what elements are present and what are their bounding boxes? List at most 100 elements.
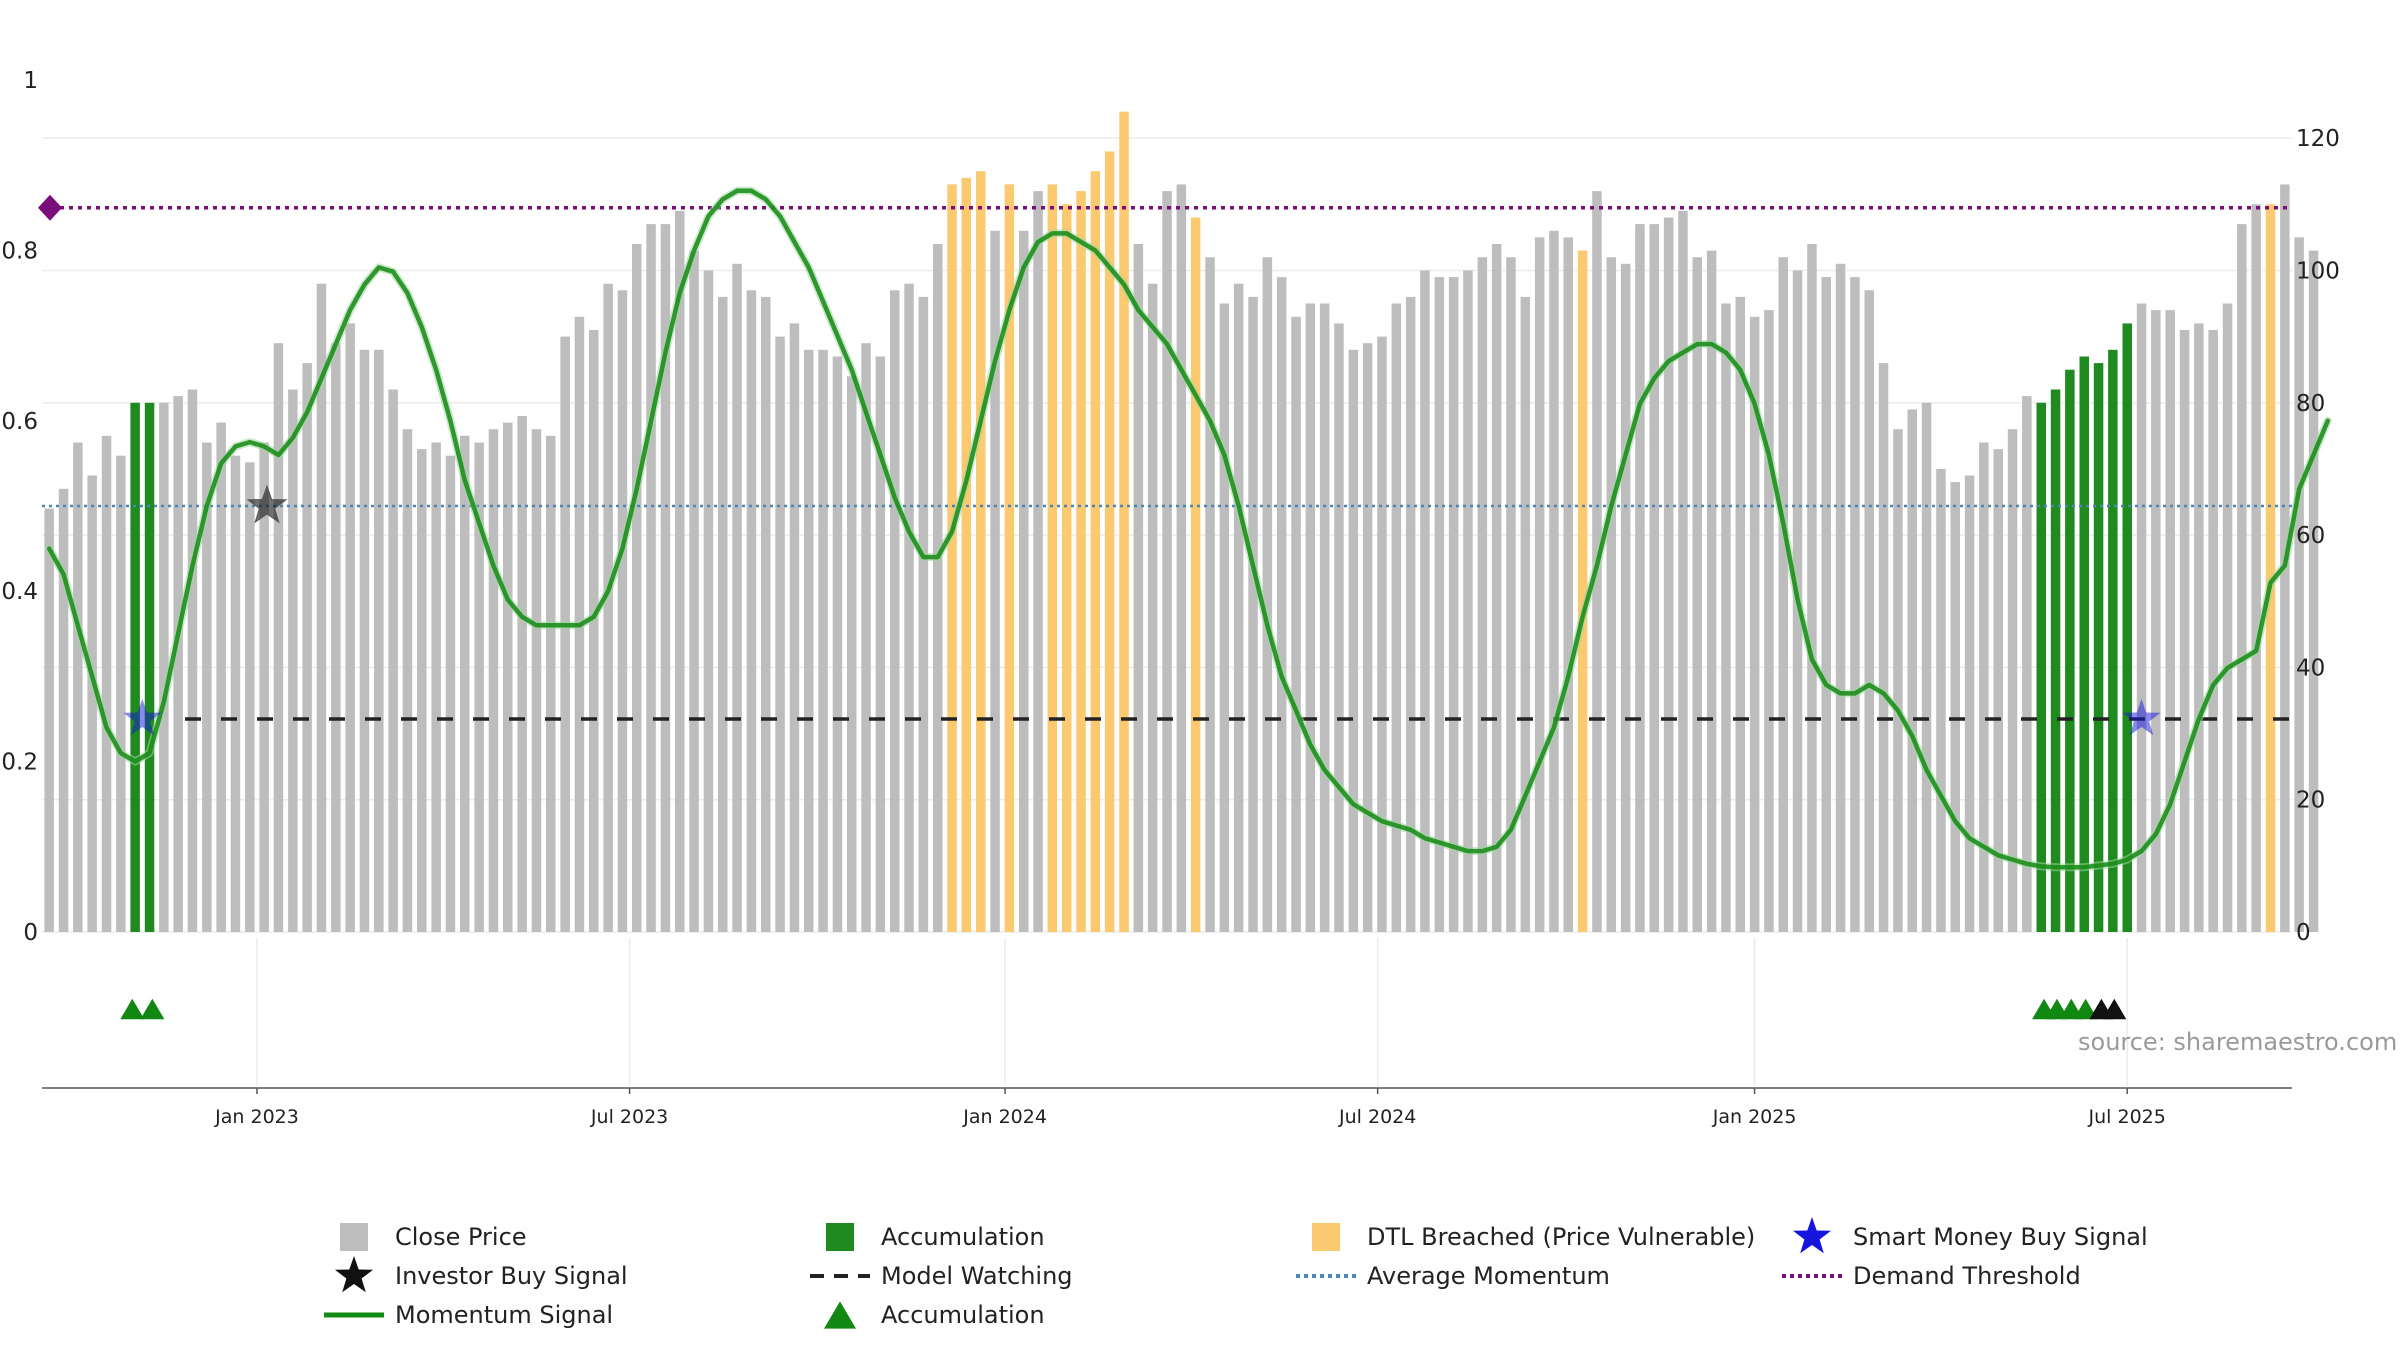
close-price-bar [331, 343, 341, 932]
close-price-bar [1506, 257, 1516, 932]
x-axis-tick-label: Jan 2024 [962, 1106, 1047, 1128]
close-price-bar [1663, 217, 1674, 932]
close-price-bar [1749, 316, 1760, 932]
close-price-bar [531, 429, 542, 932]
close-price-bar [2151, 310, 2161, 933]
close-price-bar [1764, 310, 1774, 933]
close-price-bar [1706, 250, 1717, 933]
close-price-bar [58, 488, 69, 932]
legend-label: Average Momentum [1367, 1262, 1610, 1290]
dtl-breached-bar [1047, 184, 1058, 932]
close-price-bar [918, 296, 929, 932]
close-price-bar [1606, 257, 1616, 932]
close-price-bar [832, 356, 843, 932]
right-axis-tick-label: 60 [2296, 523, 2325, 549]
close-price-bar [1477, 257, 1488, 932]
accumulation-bar [2065, 369, 2075, 932]
close-price-bar [875, 356, 886, 932]
close-price-bar [488, 429, 499, 932]
close-price-bar [1821, 277, 1831, 933]
close-price-bar [1620, 263, 1631, 932]
smart-money-buy-marker [123, 699, 162, 736]
close-price-bar [445, 455, 456, 932]
close-price-bar [1950, 482, 1960, 932]
close-price-bar [1878, 363, 1889, 933]
close-price-bar [632, 244, 642, 932]
accumulation-bar [2036, 402, 2046, 932]
close-price-bar [2294, 237, 2304, 932]
close-price-bar [804, 349, 814, 932]
close-price-bar [746, 290, 757, 932]
close-price-bar [345, 323, 355, 932]
left-axis-tick-label: 0.2 [1, 750, 38, 776]
close-price-bar [1807, 244, 1817, 932]
close-price-bar [288, 389, 298, 932]
close-price-bar [2165, 310, 2175, 933]
legend-label: Close Price [395, 1223, 527, 1251]
close-price-bar [1520, 296, 1531, 932]
momentum-signal-line [46, 188, 2331, 870]
close-price-bar [1635, 224, 1645, 933]
legend-label: Momentum Signal [395, 1301, 613, 1329]
close-price-bar [44, 508, 54, 932]
close-price-bar [402, 429, 413, 932]
close-price-bar [474, 442, 484, 932]
x-axis-tick-label: Jul 2023 [590, 1106, 668, 1128]
accumulation-bar [130, 402, 140, 932]
close-price-bar [1262, 257, 1273, 932]
close-price-bar [2251, 204, 2261, 933]
close-price-bar [1692, 257, 1702, 932]
close-price-bar [116, 455, 126, 932]
close-price-bar [1033, 191, 1043, 933]
close-price-bar [1162, 191, 1172, 933]
close-price-bar [2179, 330, 2190, 932]
x-axis-tick-label: Jan 2025 [1712, 1106, 1797, 1128]
close-price-bar [388, 389, 398, 932]
close-price-bar [1377, 336, 1387, 933]
close-price-bar [1233, 283, 1244, 932]
legend-swatch-square [1312, 1223, 1340, 1251]
right-axis-tick-label: 20 [2296, 788, 2325, 814]
close-price-bar [460, 435, 470, 932]
close-price-bar [173, 396, 183, 933]
x-axis-tick-label: Jul 2024 [1338, 1106, 1416, 1128]
close-price-bar [2237, 224, 2247, 933]
close-price-bar [546, 435, 556, 932]
close-price-bar [1391, 303, 1402, 932]
close-price-bar [1219, 303, 1230, 932]
close-price-bar [230, 455, 241, 932]
left-axis-tick-label: 0.8 [1, 238, 38, 264]
close-price-bar [1893, 429, 1903, 932]
close-price-bar [1649, 224, 1659, 933]
close-price-bar [2194, 323, 2204, 932]
close-price-bar [1979, 442, 1989, 932]
close-price-bar [1420, 270, 1430, 932]
legend-swatch-square [826, 1223, 854, 1251]
close-price-bar [2222, 303, 2233, 932]
close-price-bar [689, 250, 699, 933]
close-price-bar [187, 389, 198, 932]
smart-money-buy-marker [2122, 699, 2161, 736]
source-label: source: sharemaestro.com [2078, 1028, 2397, 1056]
close-price-bar [1735, 296, 1745, 932]
left-axis-tick-label: 0.6 [1, 409, 38, 435]
close-price-bar [216, 422, 226, 932]
close-price-bar [259, 442, 269, 932]
close-price-bar [789, 323, 800, 932]
close-price-bar [1936, 468, 1946, 932]
close-price-bar [359, 349, 370, 932]
accumulation-triangle [140, 998, 165, 1020]
accumulation-bar [144, 402, 155, 932]
x-axis-tick-label: Jan 2023 [214, 1106, 299, 1128]
close-price-bar [431, 442, 441, 932]
investor-buy-triangle [2102, 998, 2127, 1020]
close-price-bar [617, 290, 628, 932]
close-price-bar [273, 343, 284, 932]
investor-buy-marker [246, 484, 288, 524]
legend-label: Model Watching [881, 1262, 1073, 1290]
close-price-bar [417, 449, 427, 932]
close-price-bar [732, 263, 742, 932]
close-price-bar [589, 330, 599, 932]
close-price-bar [703, 270, 714, 932]
close-price-bar [2007, 429, 2018, 932]
